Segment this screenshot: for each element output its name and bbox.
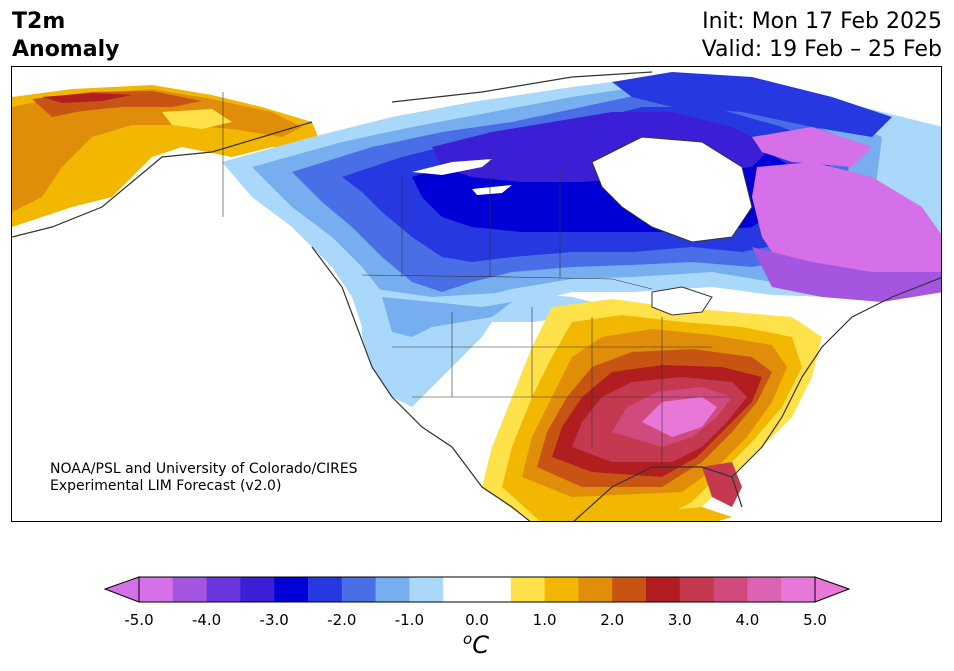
colorbar-cell (747, 577, 782, 602)
colorbar-cell (139, 577, 174, 602)
colorbar-cell (172, 577, 208, 602)
colorbar-frame (138, 576, 816, 603)
great-slave-lake (412, 159, 492, 175)
cuba-warm (652, 507, 732, 521)
colorbar-tick-label: 5.0 (803, 611, 827, 629)
colorbar-tick-label: 4.0 (735, 611, 760, 629)
colorbar-low-arrow (103, 576, 140, 603)
alaska-warm-mid (12, 89, 302, 212)
valid-range: Valid: 19 Feb – 25 Feb (701, 37, 942, 62)
colorbar-cell (679, 577, 715, 602)
credit-line-2: Experimental LIM Forecast (v2.0) (50, 478, 282, 494)
colorbar-tick-label: 0.0 (465, 611, 489, 629)
colorbar-tick-label: -4.0 (191, 611, 222, 629)
us-warm-peak (642, 397, 717, 437)
coastlines (12, 71, 941, 521)
hudson-bay (591, 136, 753, 243)
colorbar-cell (409, 577, 444, 602)
baffin-cold (612, 72, 892, 137)
alaska-warm-peak (42, 93, 132, 103)
colorbar-tick-label: -3.0 (259, 611, 289, 629)
florida-warm (702, 462, 742, 507)
colorbar-high-arrow (814, 576, 851, 603)
credit-line-1: NOAA/PSL and University of Colorado/CIRE… (50, 461, 358, 477)
colorbar-cell (781, 577, 816, 602)
colorbar-cell (544, 577, 579, 602)
colorbar-cell (646, 577, 681, 602)
colorbar-unit: oC (463, 630, 489, 659)
alaska-interior-light (162, 109, 232, 129)
unit-superscript: o (463, 630, 473, 648)
colorbar-cell (375, 577, 410, 602)
colorbar-tick-label: 2.0 (600, 611, 625, 629)
title-line-2: Anomaly (12, 37, 120, 62)
credit-text: NOAA/PSL and University of Colorado/CIRE… (50, 461, 358, 495)
labrador-cold (752, 247, 941, 302)
colorbar-tick-label: -5.0 (124, 611, 154, 629)
colorbar-cell (443, 577, 478, 602)
map-canvas (12, 71, 941, 521)
colorbar-cell (206, 577, 241, 602)
title-line-1: T2m (12, 9, 66, 34)
colorbar-cell (477, 577, 512, 602)
colorbar-cell (308, 577, 343, 602)
colorbar-cell (274, 577, 309, 602)
anomaly-map: NOAA/PSL and University of Colorado/CIRE… (11, 66, 942, 522)
init-date: Init: Mon 17 Feb 2025 (702, 9, 942, 34)
colorbar (103, 576, 851, 603)
colorbar-tick-label: -2.0 (327, 611, 357, 629)
greenland-edge-cold (752, 127, 872, 167)
quebec-cold (752, 162, 941, 282)
political-borders (222, 92, 732, 467)
map-title: T2m Anomaly (12, 8, 119, 64)
colorbar-cell (612, 577, 647, 602)
colorbar-cell (341, 577, 377, 602)
us-northwest-cool-2 (382, 297, 512, 337)
colorbar-cell (578, 577, 613, 602)
colorbar-cell (240, 577, 275, 602)
forecast-dates: Init: Mon 17 Feb 2025 Valid: 19 Feb – 25… (702, 8, 942, 64)
great-lakes (651, 286, 713, 316)
colorbar-tick-label: 1.0 (532, 611, 557, 629)
unit-base: C (472, 631, 489, 659)
colorbar-cell (510, 577, 546, 602)
great-bear-lake (472, 185, 512, 195)
colorbar-cell (713, 577, 748, 602)
colorbar-tick-label: 3.0 (667, 611, 692, 629)
colorbar-tick-label: -1.0 (394, 611, 425, 629)
